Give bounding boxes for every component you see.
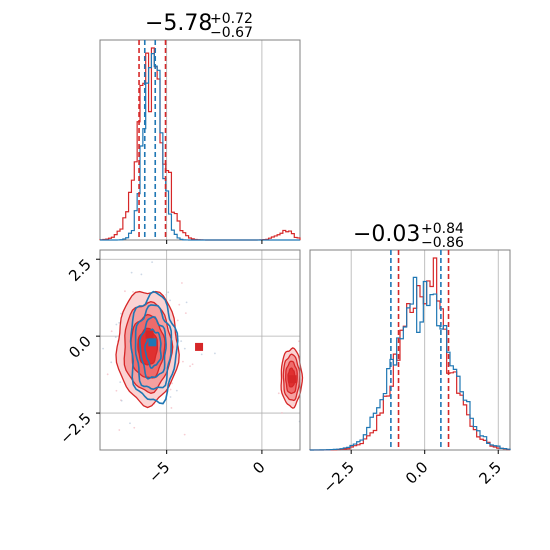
- joint-sample-point: [115, 323, 118, 326]
- joint-sample-point: [167, 291, 170, 294]
- joint-sample-point: [106, 373, 109, 376]
- joint-sample-point: [151, 261, 154, 264]
- hist2-xtick-label-1: 0.0: [402, 458, 432, 488]
- joint-sample-point: [176, 319, 179, 322]
- hist2-xtick-label-0: −2.5: [320, 458, 358, 496]
- hist1-series-blue: [100, 53, 300, 241]
- joint-sample-point: [185, 301, 188, 304]
- joint-marker-red-2: [288, 375, 297, 384]
- joint-sample-point: [184, 312, 187, 315]
- joint-sample-point: [175, 389, 178, 392]
- joint-sample-point: [118, 321, 121, 324]
- joint-ytick-label-2: −2.5: [56, 409, 94, 447]
- joint-panel: −5 0 2.5 0.0 −2.5: [56, 249, 304, 486]
- hist1-frame: [99, 39, 301, 241]
- joint-sample-point: [120, 312, 122, 315]
- joint-sample-point: [183, 433, 186, 436]
- joint-sample-point: [170, 407, 173, 409]
- joint-sample-point: [189, 365, 191, 368]
- joint-sample-point: [191, 363, 194, 366]
- hist2-panel: −2.5 0.0 2.5: [309, 249, 511, 497]
- joint-sample-point: [169, 396, 172, 398]
- joint-sample-point: [298, 340, 300, 343]
- hist2-title-sup: +0.84: [421, 221, 464, 237]
- hist1-title-sup: +0.72: [210, 11, 253, 27]
- joint-frame: [99, 249, 301, 451]
- hist2-title-main: −0.03: [353, 222, 420, 247]
- joint-sample-point: [133, 426, 136, 429]
- hist1-title: −5.78 +0.72 −0.67: [145, 11, 253, 41]
- joint-sample-point: [180, 282, 183, 284]
- hist2-title-sub: −0.86: [421, 235, 464, 251]
- joint-blue-contour-0: [129, 290, 179, 405]
- joint-sample-point: [140, 273, 143, 276]
- joint-sample-point: [171, 382, 173, 385]
- joint-sample-point: [169, 388, 172, 391]
- hist2-series-blue: [309, 276, 511, 451]
- joint-sample-point: [183, 347, 186, 350]
- joint-blue-contour-2: [138, 315, 167, 380]
- hist1-title-sub: −0.67: [210, 25, 253, 41]
- joint-marker-red-0: [145, 330, 154, 339]
- joint-sample-point: [277, 392, 280, 395]
- joint-sample-point: [115, 389, 118, 392]
- joint-sample-point: [214, 352, 216, 355]
- joint-sample-point: [180, 340, 183, 343]
- joint-blue-contour-3: [144, 328, 162, 370]
- joint-sample-point: [110, 361, 113, 364]
- joint-xtick-label-1: 0: [249, 458, 268, 477]
- hist1-series-red: [99, 47, 301, 241]
- joint-sample-point: [119, 381, 122, 384]
- hist2-series-red: [309, 257, 511, 451]
- joint-ytick-label-1: 0.0: [65, 332, 95, 362]
- hist2-xtick-label-2: 2.5: [475, 458, 505, 488]
- hist1-title-main: −5.78: [145, 11, 212, 36]
- joint-sample-point: [118, 429, 121, 431]
- joint-ytick-label-0: 2.5: [65, 255, 95, 285]
- joint-sample-point: [110, 330, 113, 333]
- joint-sample-point: [169, 299, 171, 302]
- joint-sample-point: [281, 412, 283, 414]
- joint-sample-point: [182, 360, 184, 363]
- joint-sample-point: [130, 271, 133, 274]
- joint-sample-point: [124, 290, 126, 293]
- hist2-title: −0.03 +0.84 −0.86: [353, 221, 464, 251]
- joint-sample-point: [129, 422, 131, 425]
- joint-sample-point: [132, 290, 134, 293]
- joint-marker-red-1: [195, 342, 204, 351]
- joint-sample-point: [178, 303, 181, 306]
- joint-sample-point: [165, 293, 168, 296]
- joint-xtick-label-0: −5: [145, 458, 173, 486]
- joint-sample-point: [120, 399, 123, 402]
- joint-sample-point: [200, 353, 203, 356]
- hist2-frame: [309, 249, 511, 451]
- joint-marker-blue-3: [148, 338, 157, 347]
- joint-blue-contour-1: [134, 304, 173, 391]
- joint-sample-point: [114, 336, 117, 339]
- joint-sample-point: [102, 347, 104, 350]
- hist1-panel: [99, 39, 301, 244]
